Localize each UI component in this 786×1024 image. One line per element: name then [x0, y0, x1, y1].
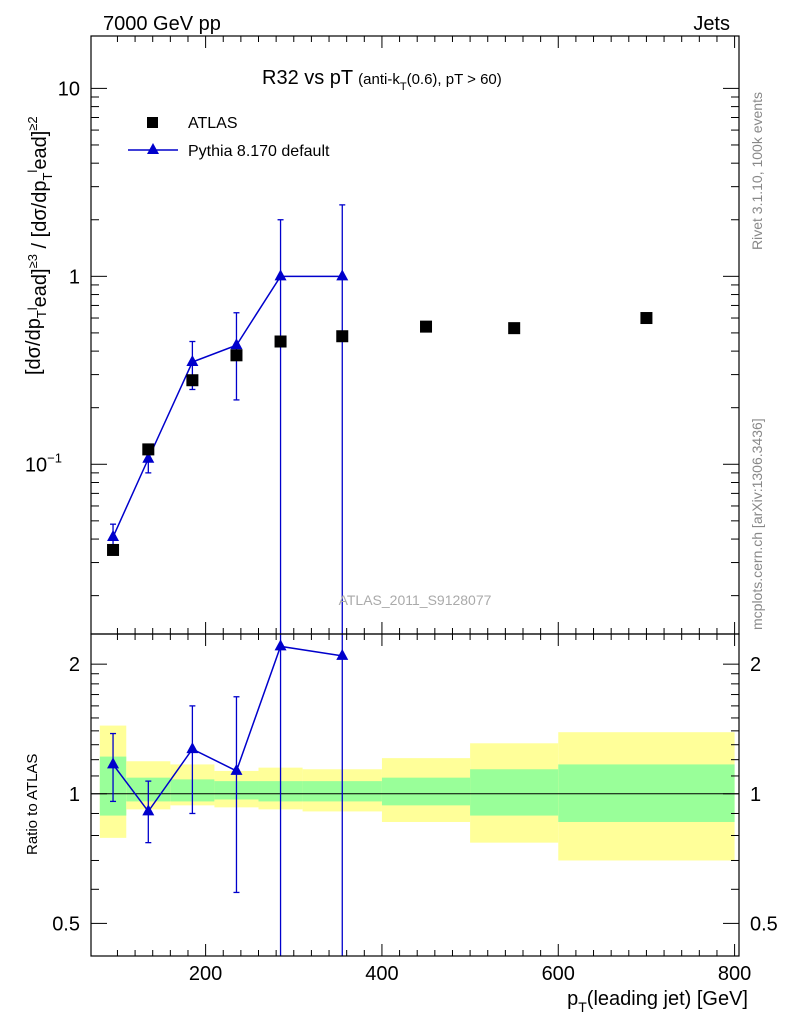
analysis-id: ATLAS_2011_S9128077 — [339, 592, 492, 608]
data-point — [230, 349, 243, 362]
ratio-point — [274, 639, 287, 651]
ratio-point — [336, 648, 349, 660]
legend: ATLAS Pythia 8.170 default — [128, 115, 330, 160]
data-point — [107, 543, 120, 556]
mc-point — [142, 451, 155, 463]
data-point — [142, 443, 155, 456]
data-point — [274, 335, 287, 348]
header-left: 7000 GeV pp — [103, 13, 221, 35]
x-tick-label: 800 — [718, 963, 751, 985]
ratio-point — [142, 804, 155, 816]
data-point — [420, 320, 433, 333]
ratio-y-label: Ratio to ATLAS — [24, 754, 41, 855]
data-point — [336, 330, 349, 343]
legend-pythia-marker — [147, 143, 159, 154]
header-right: Jets — [693, 13, 730, 35]
rivet-label: Rivet 3.1.10, 100k events — [749, 92, 765, 250]
chart-title: R32 vs pT (anti-kT(0.6), pT > 60) — [262, 67, 502, 93]
mcplots-label: mcplots.cern.ch [arXiv:1306.3436] — [749, 418, 765, 630]
ratio-bands — [99, 725, 735, 861]
band-inner-6 — [381, 777, 471, 806]
legend-atlas-label: ATLAS — [188, 115, 238, 132]
ratio-point — [230, 763, 243, 775]
ratio-tick-label: 1 — [69, 784, 80, 806]
ratio-tick-label: 2 — [69, 654, 80, 676]
ratio-frame — [90, 633, 740, 957]
x-axis-label: pT(leading jet) [GeV] — [567, 988, 748, 1015]
ratio-point — [186, 742, 199, 754]
ratio-line — [112, 645, 343, 813]
x-tick-label: 600 — [542, 963, 575, 985]
mc-point — [186, 355, 199, 367]
ratio-point — [107, 757, 120, 769]
data-point — [508, 322, 521, 335]
ratio-tick-label-right: 1 — [750, 784, 761, 806]
ratio-tick-label: 0.5 — [52, 913, 80, 935]
ratio-panel — [91, 634, 739, 956]
y-axis-label: [dσ/dpTlead]≥3 / [dσ/dpTlead]≥2 — [23, 116, 55, 375]
y-tick-label: 10 — [58, 78, 80, 100]
ratio-tick-label-right: 2 — [750, 654, 761, 676]
y-tick-label: 10−1 — [25, 450, 62, 476]
band-inner-7 — [470, 769, 559, 816]
mc-point — [107, 530, 120, 542]
legend-atlas-marker — [147, 117, 158, 128]
main-panel — [107, 204, 653, 634]
legend-pythia-label: Pythia 8.170 default — [188, 143, 330, 160]
mc-point — [336, 269, 349, 281]
mc-point — [274, 269, 287, 281]
band-inner-8 — [558, 764, 735, 822]
data-point — [186, 374, 199, 387]
x-tick-label: 200 — [189, 963, 222, 985]
mc-point — [230, 338, 243, 350]
y-tick-label: 1 — [69, 266, 80, 288]
x-tick-label: 400 — [365, 963, 398, 985]
data-point — [640, 312, 653, 325]
mc-line — [112, 275, 343, 538]
ratio-tick-label-right: 0.5 — [750, 913, 778, 935]
